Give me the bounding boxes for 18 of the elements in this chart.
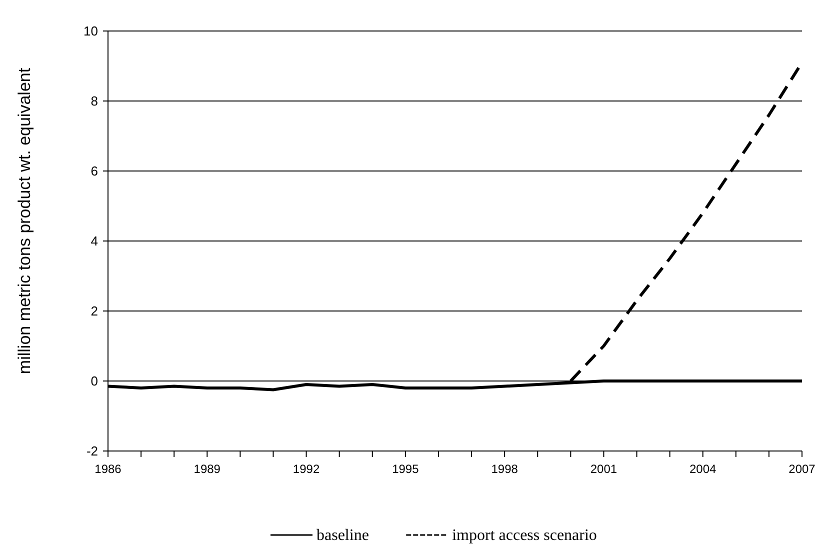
legend-label: import access scenario <box>452 527 597 544</box>
x-tick-label: 1992 <box>292 462 320 476</box>
y-tick-label: 2 <box>90 304 98 319</box>
legend-label: baseline <box>316 527 369 544</box>
y-tick-label: 0 <box>90 374 98 389</box>
x-tick-label: 1986 <box>94 462 122 476</box>
x-tick-label: 1998 <box>491 462 518 476</box>
x-tick-label: 1989 <box>194 462 221 476</box>
y-tick-label: -2 <box>86 444 98 459</box>
y-tick-label: 8 <box>90 94 98 109</box>
x-tick-label: 2007 <box>788 462 816 476</box>
y-tick-label: 10 <box>84 24 98 39</box>
x-tick-label: 2001 <box>590 462 618 476</box>
x-tick-label: 2004 <box>690 462 717 476</box>
x-tick-label: 1995 <box>392 462 420 476</box>
y-axis-title: million metric tons product wt. equivalent <box>15 68 34 374</box>
y-tick-label: 6 <box>90 164 98 179</box>
y-tick-label: 4 <box>90 234 98 249</box>
